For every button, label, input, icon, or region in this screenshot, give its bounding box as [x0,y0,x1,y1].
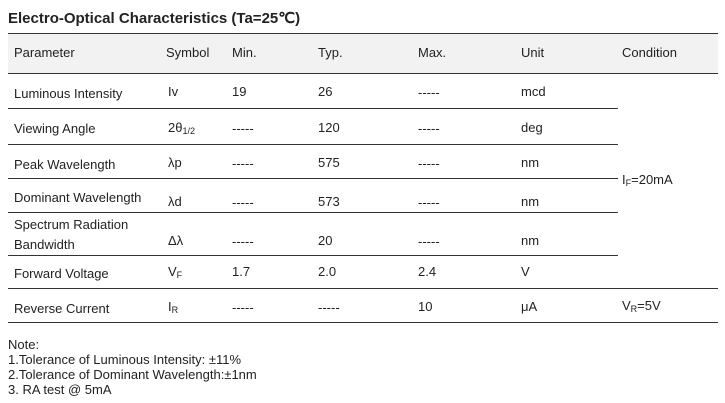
symbol: Iv [168,84,178,99]
max-cell: ----- [418,121,440,136]
parameter: Luminous Intensity [14,86,123,101]
min-cell: ----- [232,121,254,136]
symbol: IR [168,299,178,315]
typ-cell: 575 [318,155,340,170]
max-cell: 2.4 [418,264,437,279]
symbol-main: Δλ [168,233,184,248]
symbol: λp [168,155,182,170]
header-band [8,33,718,73]
row-rule [8,73,718,74]
row-rule [8,255,618,256]
symbol: IF=20mA [622,172,673,188]
row-rule [8,288,718,289]
unit-cell: nm [521,233,540,248]
column-header: Min. [232,45,257,60]
row-rule [8,212,618,213]
symbol: VR=5V [622,298,661,314]
row-rule [8,322,718,323]
max-cell: ----- [418,156,440,171]
symbol-main: λd [168,194,182,209]
max-cell: ----- [418,234,440,249]
symbol: VF [168,264,182,280]
column-header: Max. [418,45,447,60]
symbol-main: V [168,264,177,279]
max-cell: 10 [418,299,433,314]
title: Electro-Optical Characteristics (Ta=25℃) [8,10,301,27]
max-cell: ----- [418,195,440,210]
typ-cell: 20 [318,233,333,248]
unit-cell: mcd [521,84,546,99]
parameter: Spectrum Radiation Bandwidth [14,217,129,252]
min-cell: ----- [232,156,254,171]
symbol-rest: =20mA [631,172,673,187]
symbol-sub: F [625,178,632,188]
symbol-main: I [622,172,626,187]
typ-cell: 120 [318,120,340,135]
symbol-main: I [168,299,172,314]
typ-cell: 573 [318,194,340,209]
column-header: Unit [521,45,545,60]
row-rule [8,178,618,179]
note-item: 1.Tolerance of Luminous Intensity: ±11% [8,352,242,367]
symbol-main: V [622,298,631,313]
min-cell: 19 [232,84,247,99]
parameter: Peak Wavelength [14,157,116,172]
typ-cell: 26 [318,84,333,99]
symbol-sub: R [171,305,179,315]
symbol: λd [168,194,182,209]
parameter: Dominant Wavelength [14,190,142,205]
symbol-sub: F [176,270,183,280]
symbol-main: 2θ [168,120,183,135]
unit-cell: nm [521,194,540,209]
unit-cell: V [521,264,530,279]
column-header: Parameter [14,45,75,60]
note-heading: Note: [8,337,40,352]
note-item: 2.Tolerance of Dominant Wavelength:±1nm [8,367,257,382]
max-cell: ----- [418,85,440,100]
min-cell: ----- [232,300,254,315]
symbol-sub: 1/2 [182,126,195,136]
symbol: 2θ1/2 [168,120,195,136]
column-header: Condition [622,45,677,60]
row-rule [8,33,718,34]
symbol-main: Iv [168,84,179,99]
column-header: Symbol [166,45,210,60]
min-cell: ----- [232,195,254,210]
note-item: 3. RA test @ 5mA [8,382,112,397]
symbol-rest: =5V [637,298,661,313]
min-cell: ----- [232,234,254,249]
symbol-main: λp [168,155,182,170]
symbol-sub: R [630,304,638,314]
typ-cell: 2.0 [318,264,337,279]
row-rule [8,108,618,109]
parameter: Forward Voltage [14,266,109,281]
symbol: Δλ [168,233,183,248]
unit-cell: μA [521,299,538,314]
column-header: Typ. [318,45,343,60]
typ-cell: ----- [318,300,340,315]
unit-cell: deg [521,120,543,135]
parameter: Reverse Current [14,301,110,316]
unit-cell: nm [521,155,540,170]
parameter: Viewing Angle [14,121,96,136]
row-rule [8,144,618,145]
min-cell: 1.7 [232,264,251,279]
